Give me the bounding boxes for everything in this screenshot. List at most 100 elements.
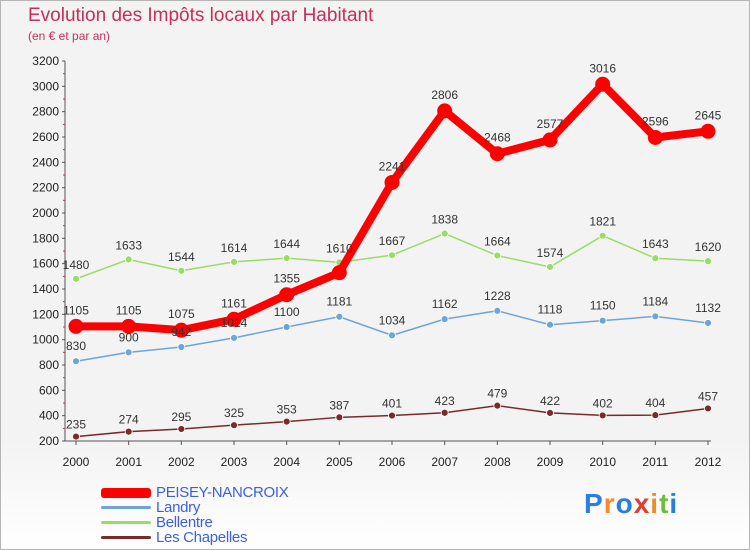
logo-letter: r — [603, 488, 616, 519]
logo-letter: P — [584, 488, 604, 519]
data-point-bellentre — [72, 274, 80, 283]
x-tick-label: 2008 — [484, 455, 511, 469]
logo-letter: o — [615, 488, 634, 519]
data-label-peisey-nancroix: 2241 — [379, 159, 406, 173]
logo-letter: t — [659, 488, 670, 519]
data-label-bellentre: 1574 — [537, 246, 564, 260]
data-point-bellentre — [598, 231, 607, 240]
data-point-les-chapelles — [598, 411, 607, 420]
y-tick-label: 3200 — [32, 54, 59, 68]
data-label-landry: 1181 — [326, 295, 352, 309]
data-label-bellentre: 1667 — [379, 234, 406, 248]
data-point-les-chapelles — [230, 421, 238, 430]
data-point-landry — [704, 319, 712, 327]
data-label-bellentre: 1633 — [115, 238, 142, 252]
logo-letter: x — [633, 488, 651, 519]
x-tick-label: 2012 — [695, 455, 722, 469]
data-label-les-chapelles: 353 — [277, 403, 297, 417]
x-tick-label: 2004 — [273, 455, 300, 469]
y-tick-label: 2000 — [32, 206, 59, 220]
data-point-les-chapelles — [440, 408, 449, 417]
proxiti-logo: Proxiti — [584, 488, 678, 520]
data-label-bellentre: 1821 — [589, 215, 616, 229]
x-tick-label: 2003 — [221, 455, 248, 469]
y-tick-label: 400 — [39, 409, 59, 423]
data-label-peisey-nancroix: 1105 — [116, 303, 142, 317]
legend: PEISEY-NANCROIX Landry Bellentre Les Cha… — [101, 484, 289, 546]
chart-subtitle: (en € et par an) — [28, 29, 111, 43]
data-point-landry — [388, 331, 396, 340]
legend-swatch-bellentre — [101, 521, 151, 524]
legend-swatch-les-chapelles — [101, 536, 151, 539]
logo-letter: i — [669, 488, 679, 519]
x-tick-label: 2006 — [379, 455, 406, 469]
data-label-landry: 1034 — [379, 313, 406, 327]
data-point-bellentre — [493, 251, 502, 260]
data-point-les-chapelles — [704, 404, 712, 413]
data-label-landry: 1184 — [642, 294, 668, 308]
y-tick-label: 800 — [39, 358, 59, 372]
data-label-peisey-nancroix: 1355 — [273, 272, 300, 286]
data-point-bellentre — [440, 229, 449, 238]
legend-swatch-peisey-nancroix — [101, 487, 151, 498]
data-label-bellentre: 1643 — [642, 237, 669, 251]
legend-label-peisey-nancroix: PEISEY-NANCROIX — [156, 484, 289, 501]
y-tick-label: 3000 — [32, 79, 59, 93]
data-point-les-chapelles — [493, 401, 502, 410]
legend-item-landry: Landry — [101, 499, 289, 516]
x-tick-label: 2002 — [168, 455, 195, 469]
y-tick-label: 2400 — [32, 155, 59, 169]
data-point-bellentre — [282, 254, 291, 262]
data-point-landry — [440, 315, 449, 324]
y-tick-label: 200 — [39, 434, 59, 448]
data-point-landry — [598, 316, 607, 325]
data-label-peisey-nancroix: 1105 — [63, 303, 89, 317]
data-point-landry — [335, 312, 344, 321]
x-tick-label: 2005 — [326, 455, 353, 469]
data-label-peisey-nancroix: 2645 — [695, 108, 722, 122]
series-line-peisey-nancroix — [72, 80, 712, 335]
data-label-landry: 1118 — [538, 303, 563, 317]
data-point-peisey-nancroix — [121, 318, 137, 334]
data-point-peisey-nancroix — [226, 311, 242, 327]
data-point-peisey-nancroix — [647, 130, 663, 146]
data-label-les-chapelles: 235 — [66, 418, 86, 432]
chart-title: Evolution des Impôts locaux par Habitant — [28, 5, 374, 26]
data-point-landry — [282, 323, 291, 331]
data-label-landry: 1150 — [590, 299, 616, 313]
data-label-bellentre: 1664 — [484, 235, 511, 249]
data-point-peisey-nancroix — [489, 146, 505, 162]
data-label-les-chapelles: 325 — [224, 406, 244, 420]
data-point-les-chapelles — [651, 411, 660, 420]
data-label-bellentre: 1480 — [63, 258, 90, 272]
data-point-peisey-nancroix — [542, 132, 558, 148]
data-label-landry: 942 — [171, 325, 191, 339]
data-point-peisey-nancroix — [68, 318, 84, 334]
data-point-les-chapelles — [546, 408, 554, 417]
legend-label-landry: Landry — [156, 499, 201, 516]
data-point-les-chapelles — [177, 425, 186, 433]
legend-label-bellentre: Bellentre — [156, 514, 213, 531]
data-point-bellentre — [124, 255, 133, 264]
data-label-landry: 1228 — [484, 289, 511, 303]
x-tick-label: 2007 — [431, 455, 458, 469]
data-point-les-chapelles — [72, 432, 80, 441]
data-point-les-chapelles — [388, 411, 396, 420]
data-label-les-chapelles: 274 — [119, 413, 139, 427]
data-point-les-chapelles — [282, 417, 291, 426]
data-label-landry: 1014 — [221, 316, 248, 330]
data-label-landry: 900 — [119, 330, 139, 344]
data-point-peisey-nancroix — [437, 103, 453, 119]
data-point-bellentre — [177, 266, 186, 275]
data-label-peisey-nancroix: 1075 — [168, 307, 195, 321]
data-point-les-chapelles — [124, 427, 133, 436]
y-tick-label: 1600 — [32, 257, 59, 271]
data-label-peisey-nancroix: 2806 — [431, 88, 458, 102]
data-point-landry — [177, 343, 186, 351]
data-label-peisey-nancroix: 2596 — [642, 115, 669, 129]
y-tick-label: 1800 — [32, 231, 59, 245]
y-tick-label: 2800 — [32, 105, 59, 119]
data-point-peisey-nancroix — [173, 322, 189, 338]
data-label-les-chapelles: 401 — [382, 397, 402, 411]
data-label-landry: 830 — [66, 339, 86, 353]
